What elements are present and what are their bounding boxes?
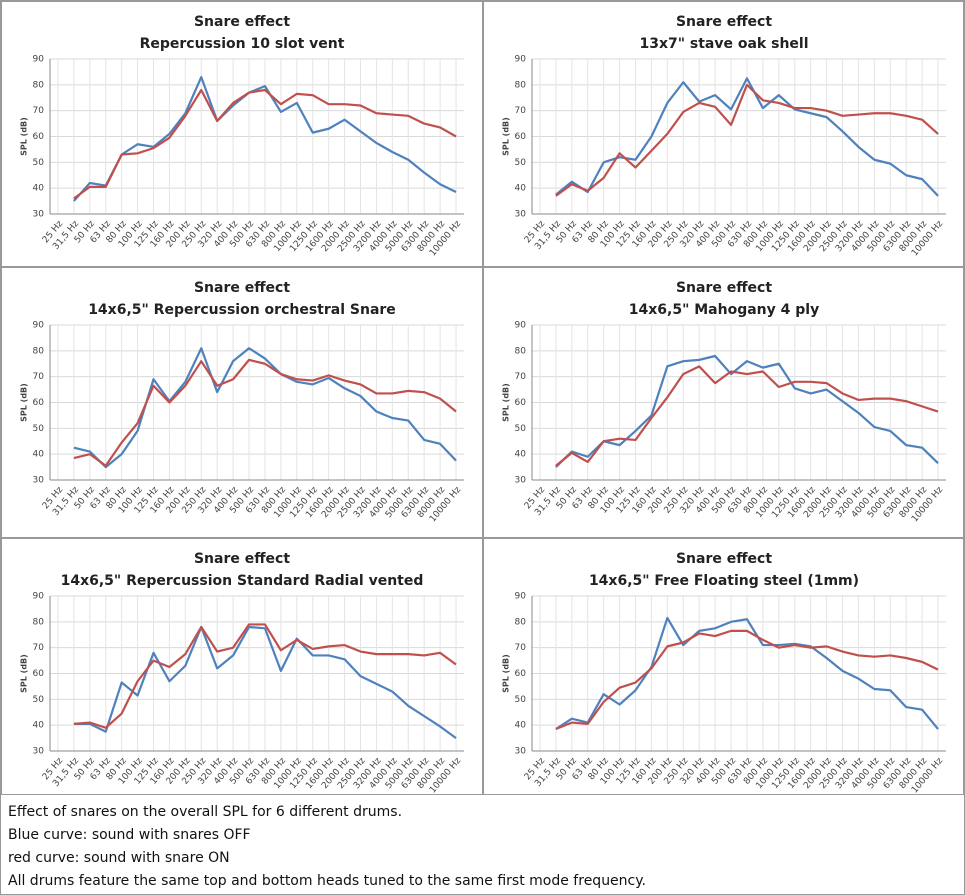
y-tick-label: 30 <box>33 747 45 757</box>
chart-cell: Snare effect 14x6,5" Repercussion Standar… <box>1 538 483 795</box>
y-tick-label: 70 <box>515 643 527 653</box>
y-tick-label: 70 <box>515 372 527 382</box>
y-axis-label: SPL (dB) <box>20 654 29 693</box>
chart-subtitle: 14x6,5" Mahogany 4 ply <box>629 302 819 318</box>
chart-title: Snare effect <box>676 551 772 567</box>
y-tick-label: 90 <box>33 592 45 602</box>
data-line <box>555 354 939 468</box>
data-line <box>73 88 457 200</box>
caption-line: Blue curve: sound with snares OFF <box>8 827 251 843</box>
chart: Snare effect 14x6,5" Mahogany 4 ply 30 40 50… <box>502 280 946 524</box>
y-tick-label: 80 <box>33 617 45 627</box>
chart: Snare effect Repercussion 10 slot vent 30 4… <box>20 14 464 258</box>
y-tick-label: 70 <box>33 106 45 116</box>
chart: Snare effect 14x6,5" Free Floating steel … <box>502 551 946 795</box>
y-tick-label: 60 <box>515 669 527 679</box>
y-tick-label: 30 <box>33 210 45 220</box>
data-line <box>73 75 457 202</box>
y-tick-label: 30 <box>515 747 527 757</box>
y-tick-label: 80 <box>515 346 527 356</box>
y-tick-label: 90 <box>515 321 527 331</box>
data-line <box>555 365 939 467</box>
data-line <box>73 358 457 467</box>
chart-subtitle: 14x6,5" Repercussion Standard Radial ven… <box>61 573 424 589</box>
chart: Snare effect 14x6,5" Repercussion Standar… <box>20 551 464 795</box>
y-tick-label: 80 <box>515 80 527 90</box>
y-tick-label: 50 <box>33 424 45 434</box>
y-tick-label: 30 <box>33 476 45 486</box>
caption: Effect of snares on the overall SPL for … <box>0 794 963 893</box>
data-line <box>73 347 457 469</box>
y-tick-label: 70 <box>515 106 527 116</box>
chart-cell: Snare effect 14x6,5" Mahogany 4 ply 30 40 50… <box>483 267 964 538</box>
chart: Snare effect 13x7" stave oak shell 30 40 50 6… <box>502 14 946 258</box>
y-tick-label: 40 <box>33 721 45 731</box>
caption-line: All drums feature the same top and botto… <box>8 873 646 889</box>
chart-title: Snare effect <box>194 280 290 296</box>
y-tick-label: 60 <box>33 398 45 408</box>
y-tick-label: 40 <box>515 721 527 731</box>
y-tick-label: 40 <box>33 450 45 460</box>
data-line <box>73 623 457 729</box>
y-tick-label: 50 <box>33 695 45 705</box>
data-line <box>555 83 939 197</box>
y-tick-label: 30 <box>515 210 527 220</box>
data-line <box>555 77 939 197</box>
chart-title: Snare effect <box>676 280 772 296</box>
chart-subtitle: 14x6,5" Free Floating steel (1mm) <box>589 573 859 589</box>
y-tick-label: 70 <box>33 372 45 382</box>
chart-cell: Snare effect 14x6,5" Repercussion orchest… <box>1 267 483 538</box>
y-axis-label: SPL (dB) <box>502 117 511 156</box>
chart-subtitle: 13x7" stave oak shell <box>639 36 808 52</box>
chart-subtitle: 14x6,5" Repercussion orchestral Snare <box>88 302 396 318</box>
y-tick-label: 60 <box>515 398 527 408</box>
y-tick-label: 40 <box>33 184 45 194</box>
y-tick-label: 50 <box>515 424 527 434</box>
y-tick-label: 50 <box>515 158 527 168</box>
data-line <box>555 629 939 731</box>
y-axis-label: SPL (dB) <box>20 117 29 156</box>
y-tick-label: 90 <box>515 592 527 602</box>
chart-title: Snare effect <box>194 551 290 567</box>
data-line <box>555 616 939 730</box>
y-tick-label: 90 <box>33 321 45 331</box>
y-tick-label: 40 <box>515 450 527 460</box>
chart-title: Snare effect <box>194 14 290 30</box>
chart-cell: Snare effect Repercussion 10 slot vent 30 4… <box>1 1 483 267</box>
y-tick-label: 60 <box>515 132 527 142</box>
y-axis-label: SPL (dB) <box>20 383 29 422</box>
caption-line: Effect of snares on the overall SPL for … <box>8 804 403 820</box>
caption-line: red curve: sound with snare ON <box>8 850 230 866</box>
chart-cell: Snare effect 14x6,5" Free Floating steel … <box>483 538 964 795</box>
y-tick-label: 50 <box>515 695 527 705</box>
y-axis-label: SPL (dB) <box>502 383 511 422</box>
y-tick-label: 90 <box>515 55 527 65</box>
chart-title: Snare effect <box>676 14 772 30</box>
y-tick-label: 30 <box>515 476 527 486</box>
y-tick-label: 40 <box>515 184 527 194</box>
y-tick-label: 90 <box>33 55 45 65</box>
y-tick-label: 50 <box>33 158 45 168</box>
data-line <box>73 625 457 739</box>
y-tick-label: 60 <box>33 132 45 142</box>
chart-subtitle: Repercussion 10 slot vent <box>140 36 345 52</box>
y-axis-label: SPL (dB) <box>502 654 511 693</box>
chart: Snare effect 14x6,5" Repercussion orchest… <box>20 280 464 524</box>
y-tick-label: 70 <box>33 643 45 653</box>
y-tick-label: 80 <box>515 617 527 627</box>
chart-cell: Snare effect 13x7" stave oak shell 30 40 50 6… <box>483 1 964 267</box>
y-tick-label: 60 <box>33 669 45 679</box>
y-tick-label: 80 <box>33 80 45 90</box>
y-tick-label: 80 <box>33 346 45 356</box>
